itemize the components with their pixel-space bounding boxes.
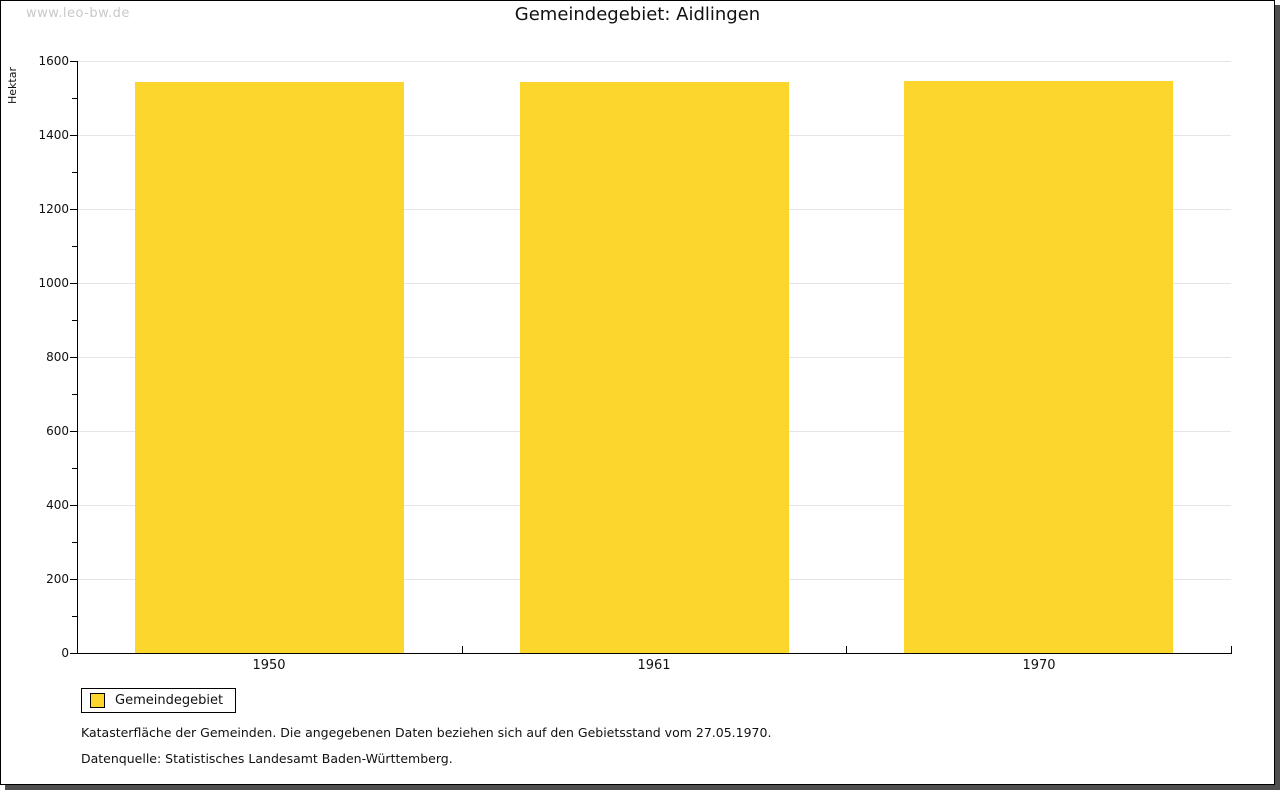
- gridline-y-1600: [78, 61, 1231, 62]
- y-minor-tick-100: [72, 616, 77, 617]
- y-minor-tick-700: [72, 394, 77, 395]
- y-tick-label-200: 200: [46, 572, 69, 586]
- bar-1961: [520, 82, 789, 653]
- y-minor-tick-500: [72, 468, 77, 469]
- x-boundary-tick-2: [846, 646, 847, 653]
- x-axis-line: [77, 653, 1232, 654]
- legend: Gemeindegebiet: [81, 688, 237, 713]
- legend-label: Gemeindegebiet: [115, 693, 224, 708]
- y-tick-label-1000: 1000: [38, 276, 69, 290]
- x-tick-label-1970: 1970: [1022, 658, 1056, 673]
- y-tick-label-1200: 1200: [38, 202, 69, 216]
- y-tick-label-1400: 1400: [38, 128, 69, 142]
- bar-1950: [135, 82, 404, 653]
- y-major-tick-1000: [70, 283, 77, 284]
- y-major-tick-200: [70, 579, 77, 580]
- y-tick-label-400: 400: [46, 498, 69, 512]
- y-major-tick-1600: [70, 61, 77, 62]
- y-minor-tick-1300: [72, 172, 77, 173]
- y-major-tick-1200: [70, 209, 77, 210]
- y-major-tick-0: [70, 653, 77, 654]
- y-major-tick-1400: [70, 135, 77, 136]
- legend-swatch-gemeindegebiet: [90, 693, 105, 708]
- y-axis-line: [77, 61, 78, 654]
- x-boundary-tick-1: [462, 646, 463, 653]
- y-tick-label-1600: 1600: [38, 54, 69, 68]
- y-major-tick-400: [70, 505, 77, 506]
- watermark-text: www.leo-bw.de: [26, 6, 130, 21]
- footnote-description: Katasterfläche der Gemeinden. Die angege…: [81, 725, 772, 740]
- y-minor-tick-300: [72, 542, 77, 543]
- chart-title: Gemeindegebiet: Aidlingen: [514, 4, 761, 25]
- x-tick-label-1950: 1950: [252, 658, 286, 673]
- x-tick-label-1961: 1961: [637, 658, 671, 673]
- y-minor-tick-900: [72, 320, 77, 321]
- bar-1970: [904, 81, 1173, 653]
- x-boundary-tick-3: [1231, 646, 1232, 653]
- y-tick-label-800: 800: [46, 350, 69, 364]
- y-major-tick-800: [70, 357, 77, 358]
- y-axis-title: Hektar: [6, 67, 19, 104]
- y-tick-label-600: 600: [46, 424, 69, 438]
- y-minor-tick-1100: [72, 246, 77, 247]
- footnote-source: Datenquelle: Statistisches Landesamt Bad…: [81, 751, 453, 766]
- y-tick-label-0: 0: [61, 646, 69, 660]
- y-major-tick-600: [70, 431, 77, 432]
- y-minor-tick-1500: [72, 98, 77, 99]
